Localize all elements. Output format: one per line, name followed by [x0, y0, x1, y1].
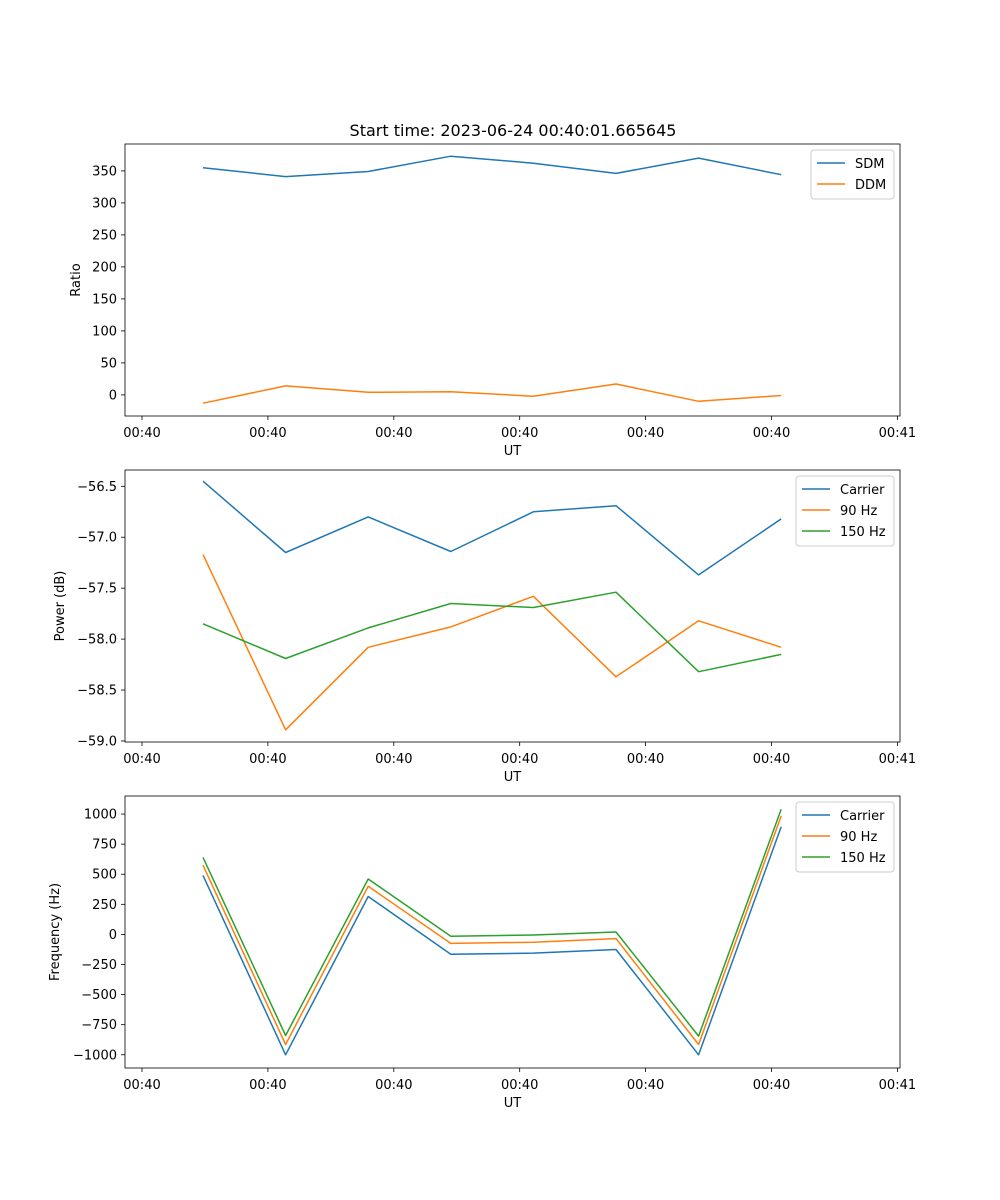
y-tick-label: 150	[92, 292, 117, 307]
y-axis-label: Power (dB)	[53, 571, 68, 642]
x-tick-label: 00:40	[249, 426, 286, 441]
ratio-panel: 00:40 00:40 00:40 00:40 00:40 00:40 00:41 UT 0 50…	[69, 143, 916, 459]
x-tick-label: 00:40	[375, 426, 412, 441]
x-tick-label: 00:40	[753, 752, 790, 767]
legend-label: 150 Hz	[840, 851, 886, 866]
x-tick-label: 00:41	[879, 752, 916, 767]
y-tick-label: −58.5	[77, 684, 117, 699]
power-panel: 00:40 00:40 00:40 00:40 00:40 00:40 00:41 UT −59…	[53, 469, 916, 785]
axes-frame	[124, 795, 901, 1069]
y-axis-label: Ratio	[69, 263, 84, 296]
y-axis-label: Frequency (Hz)	[48, 883, 63, 981]
y-tick-label: −1000	[73, 1048, 117, 1063]
y-tick-label: −750	[81, 1018, 117, 1033]
series-line-ddm	[202, 383, 782, 404]
x-tick-label: 00:40	[501, 1078, 538, 1093]
axes-frame	[124, 469, 901, 743]
series-line-90-hz	[202, 554, 782, 731]
legend-box	[795, 801, 895, 873]
series-line-carrier	[202, 826, 782, 1056]
y-tick-label: 250	[92, 228, 117, 243]
x-tick-label: 00:40	[249, 752, 286, 767]
x-tick-label: 00:40	[375, 1078, 412, 1093]
y-tick-label: 750	[92, 838, 117, 853]
y-tick-label: −250	[81, 958, 117, 973]
y-tick-label: 100	[92, 324, 117, 339]
y-tick-label: 0	[109, 388, 117, 403]
x-tick-label: 00:40	[501, 752, 538, 767]
y-tick-label: 500	[92, 868, 117, 883]
frequency-panel: 00:40 00:40 00:40 00:40 00:40 00:40 00:41 UT −10…	[48, 795, 916, 1111]
y-tick-label: −57.0	[77, 531, 117, 546]
y-tick-label: −56.5	[77, 480, 117, 495]
x-tick-label: 00:40	[753, 1078, 790, 1093]
series-line-sdm	[202, 155, 782, 178]
y-tick-label: −58.0	[77, 633, 117, 648]
x-tick-label: 00:40	[627, 426, 664, 441]
series-line-150-hz	[202, 591, 782, 673]
y-tick-label: 0	[109, 928, 117, 943]
y-tick-label: 300	[92, 196, 117, 211]
legend-label: SDM	[855, 157, 884, 172]
y-tick-label: −500	[81, 988, 117, 1003]
axes-frame	[124, 143, 901, 417]
series-line-150-hz	[202, 808, 782, 1037]
figure-title: Start time: 2023-06-24 00:40:01.665645	[350, 121, 677, 140]
x-tick-label: 00:40	[123, 752, 160, 767]
y-tick-label: −59.0	[77, 734, 117, 749]
y-tick-label: 250	[92, 898, 117, 913]
legend-label: Carrier	[840, 809, 885, 824]
x-tick-label: 00:40	[501, 426, 538, 441]
legend-box	[795, 475, 895, 547]
x-tick-label: 00:40	[375, 752, 412, 767]
y-tick-label: 200	[92, 260, 117, 275]
x-tick-label: 00:41	[879, 1078, 916, 1093]
legend-label: Carrier	[840, 483, 885, 498]
y-tick-label: 1000	[84, 808, 117, 823]
x-tick-label: 00:41	[879, 426, 916, 441]
x-axis-label: UT	[504, 444, 522, 459]
legend-label: 90 Hz	[840, 830, 877, 845]
x-tick-label: 00:40	[123, 426, 160, 441]
y-tick-label: −57.5	[77, 582, 117, 597]
y-tick-label: 50	[100, 356, 117, 371]
series-line-carrier	[202, 480, 782, 576]
legend-label: DDM	[855, 178, 886, 193]
x-tick-label: 00:40	[627, 752, 664, 767]
x-tick-label: 00:40	[753, 426, 790, 441]
x-axis-label: UT	[504, 770, 522, 785]
x-tick-label: 00:40	[627, 1078, 664, 1093]
legend-label: 90 Hz	[840, 504, 877, 519]
legend-label: 150 Hz	[840, 525, 886, 540]
series-line-90-hz	[202, 815, 782, 1046]
x-tick-label: 00:40	[249, 1078, 286, 1093]
x-axis-label: UT	[504, 1096, 522, 1111]
x-tick-label: 00:40	[123, 1078, 160, 1093]
y-tick-label: 350	[92, 164, 117, 179]
